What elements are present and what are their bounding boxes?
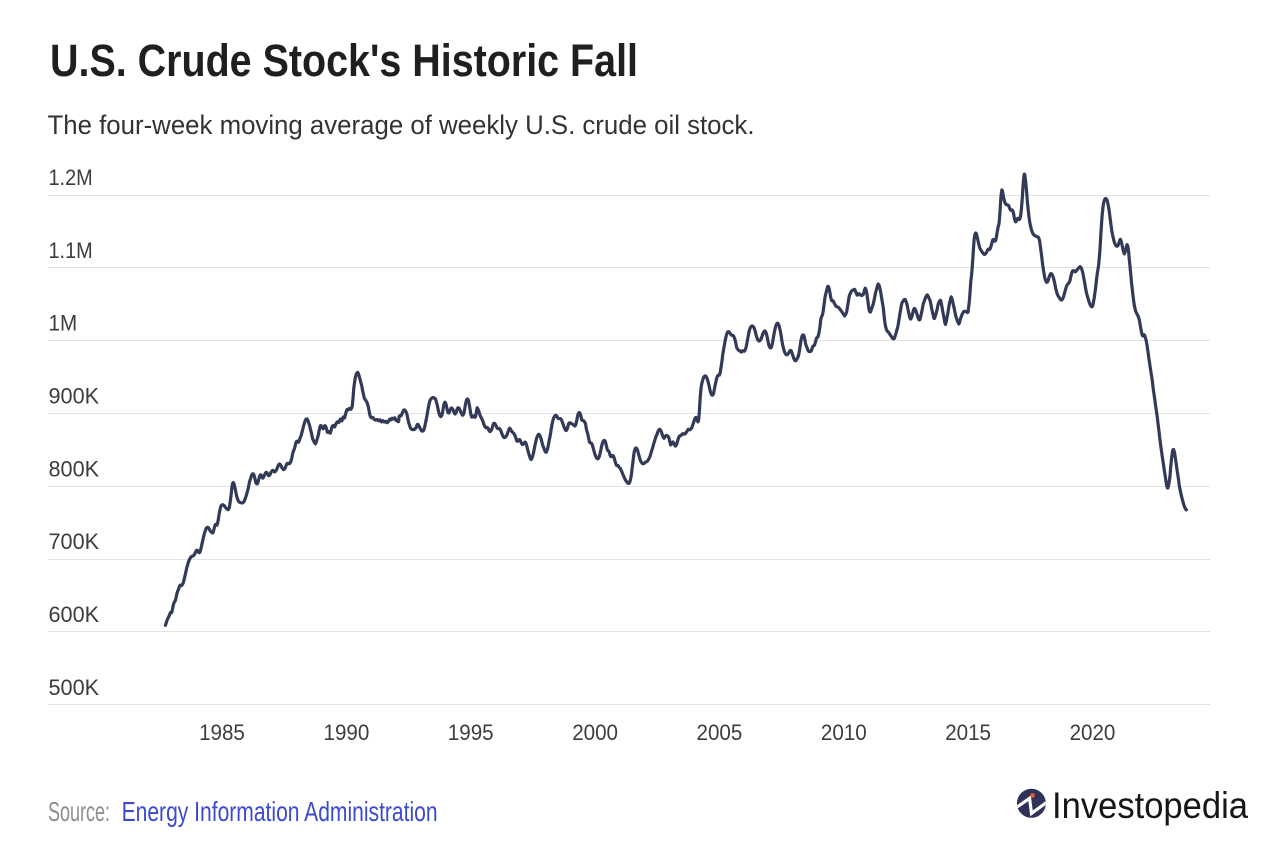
svg-text:700K: 700K [49,529,100,554]
svg-text:2020: 2020 [1070,720,1116,745]
svg-text:2000: 2000 [572,720,618,745]
svg-text:U.S. Crude Stock's Historic Fa: U.S. Crude Stock's Historic Fall [50,35,638,86]
svg-text:1995: 1995 [448,720,494,745]
svg-text:800K: 800K [49,456,100,481]
svg-text:2010: 2010 [821,720,867,745]
svg-text:Investopedia: Investopedia [1052,784,1248,826]
svg-text:1.2M: 1.2M [49,165,93,190]
svg-text:500K: 500K [49,675,100,700]
svg-text:600K: 600K [49,602,100,627]
svg-text:The four-week moving average o: The four-week moving average of weekly U… [48,110,755,140]
svg-text:1985: 1985 [199,720,245,745]
svg-text:1.1M: 1.1M [49,238,93,263]
svg-text:1M: 1M [49,311,78,336]
svg-text:2015: 2015 [945,720,991,745]
svg-text:900K: 900K [49,384,100,409]
svg-text:2005: 2005 [697,720,743,745]
svg-text:1990: 1990 [324,720,370,745]
svg-text:Source:: Source: [48,796,110,827]
svg-text:Energy Information Administrat: Energy Information Administration [122,796,438,827]
